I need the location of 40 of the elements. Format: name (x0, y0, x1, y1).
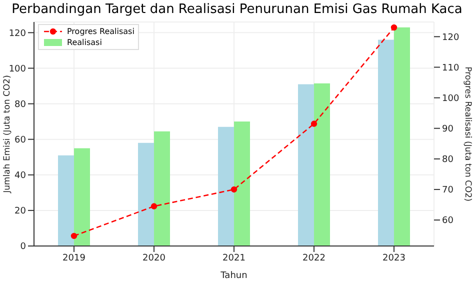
y-tick-label: 120 (8, 28, 26, 39)
chart-title: Perbandingan Target dan Realisasi Penurunan Emisi Gas Rumah Kaca (10, 2, 464, 17)
x-tick-label: 2021 (222, 253, 246, 264)
y-tick-label: 60 (14, 136, 26, 146)
legend-label: Realisasi (67, 37, 102, 48)
bar (154, 131, 170, 246)
y2-tick-label: 120 (442, 32, 460, 43)
bar (218, 126, 234, 246)
y-tick-label: 40 (14, 171, 26, 182)
x-tick-label: 2019 (62, 253, 86, 264)
bar (234, 122, 250, 246)
bar (74, 148, 90, 246)
y2-tick-label: 70 (442, 186, 454, 196)
bar (394, 27, 410, 246)
y2-tick-label: 90 (442, 124, 454, 135)
y2-tick-label: 110 (442, 63, 460, 74)
x-tick-label: 2022 (302, 253, 326, 264)
bar (298, 84, 314, 246)
y-tick-label: 20 (14, 206, 26, 217)
y-tick-label: 0 (20, 242, 26, 252)
legend-label: Progres Realisasi (67, 26, 134, 37)
y-tick-label: 100 (8, 64, 26, 74)
y-axis-title: Jumlah Emisi (Juta ton CO2) (2, 75, 12, 194)
point (70, 232, 78, 240)
bar (58, 155, 74, 246)
x-tick-label: 2020 (142, 253, 166, 264)
point (230, 186, 238, 193)
bar (138, 142, 154, 246)
bar (378, 40, 394, 246)
y2-axis-title: Progres Realisasi (Juta ton CO2) (462, 66, 473, 202)
x-tick-label: 2023 (382, 253, 406, 264)
point (150, 203, 158, 210)
y2-tick-label: 80 (442, 155, 454, 166)
point (310, 120, 318, 127)
x-axis-title: Tahun (220, 271, 248, 281)
bar (314, 83, 330, 246)
point (390, 24, 398, 31)
y-tick-label: 80 (14, 100, 26, 110)
y2-tick-label: 60 (442, 216, 454, 226)
y2-tick-label: 100 (442, 94, 460, 104)
